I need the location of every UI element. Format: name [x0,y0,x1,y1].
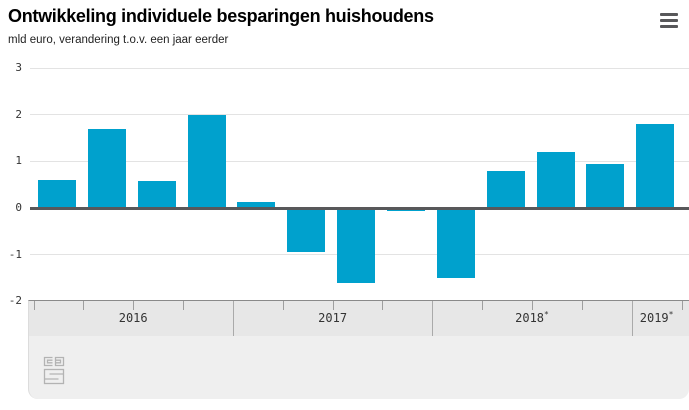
bar-2018-q3[interactable] [536,152,575,208]
y-axis-tick-label: 1 [15,154,22,168]
quarter-tick [532,301,533,310]
hamburger-menu-icon [660,19,678,22]
bar-2017-q4[interactable] [386,208,425,212]
y-axis: 3 2 1 0 -1 -2 [0,55,24,308]
y-axis-tick-label: 3 [15,61,22,74]
chart-subtitle: mld euro, verandering t.o.v. een jaar ee… [8,34,229,46]
hamburger-menu-icon [660,13,678,16]
y-axis-tick-label: 0 [15,201,22,214]
quarter-tick [382,301,384,310]
x-axis-year-label: 2018* [515,310,549,326]
bar-2017-q1[interactable] [237,201,276,208]
x-axis-year-label: 2016 [118,311,148,325]
bar-2018-q1[interactable] [436,208,475,278]
quarter-tick [282,301,284,310]
plot-area [30,55,689,301]
gridline [30,160,689,162]
zero-axis-line [30,206,689,210]
y-axis-tick-label: -2 [8,294,22,308]
quarter-tick [681,301,683,310]
year-divider [232,301,234,336]
quarter-tick [581,301,583,310]
bar-2017-q2[interactable] [287,208,326,253]
year-divider [432,301,434,336]
bar-2016-q4[interactable] [187,114,226,208]
quarter-tick [133,301,135,310]
x-axis-year-label: 2017 [318,311,348,325]
bar-2019-q1[interactable] [636,124,675,208]
cbs-logo [43,356,65,391]
hamburger-menu-icon [660,25,678,28]
quarter-tick [482,301,484,310]
x-axis-band: 2016 2017 2018* 2019* [29,301,689,336]
gridline [30,67,689,69]
y-axis-tick-label: -1 [8,247,22,261]
year-divider [631,301,633,336]
bar-2016-q1[interactable] [38,180,76,208]
quarter-tick [83,301,85,310]
bar-2018-q2[interactable] [486,170,525,208]
provisional-mark: * [544,310,549,319]
bar-2018-q4[interactable] [586,163,625,208]
provisional-mark: * [668,310,674,319]
quarter-tick [183,301,185,310]
y-axis-tick-label: 2 [15,107,22,121]
quarter-tick [332,301,334,310]
bottom-panel: 2016 2017 2018* 2019* [28,300,689,399]
quarter-tick [33,301,35,310]
x-axis-year-label: 2019* [639,310,674,326]
bar-2017-q3[interactable] [337,208,376,283]
gridline [30,114,689,116]
bar-2016-q3[interactable] [137,180,176,208]
page-title: Ontwikkeling individuele besparingen hui… [8,6,434,26]
menu-button[interactable] [660,13,678,28]
bar-2016-q2[interactable] [87,128,126,208]
